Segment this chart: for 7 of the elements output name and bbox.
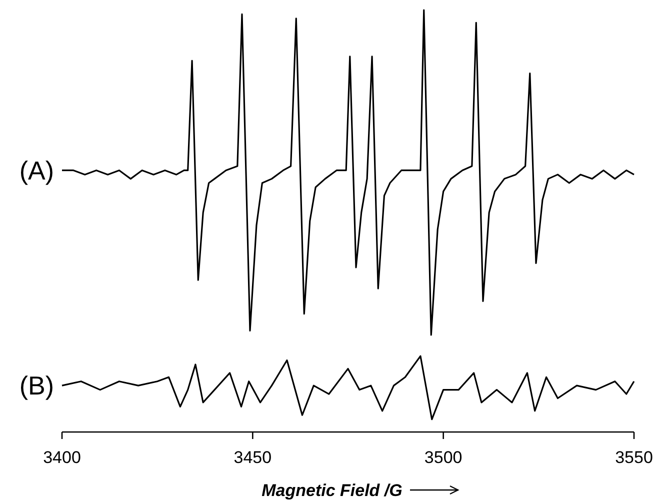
x-tick-label: 3550 <box>615 448 653 467</box>
x-axis-title: Magnetic Field /G <box>262 481 402 500</box>
series-label: (A) <box>19 155 54 186</box>
x-tick-label: 3450 <box>234 448 272 467</box>
x-tick-label: 3400 <box>43 448 81 467</box>
series-label: (B) <box>19 370 54 401</box>
x-tick-label: 3500 <box>424 448 462 467</box>
